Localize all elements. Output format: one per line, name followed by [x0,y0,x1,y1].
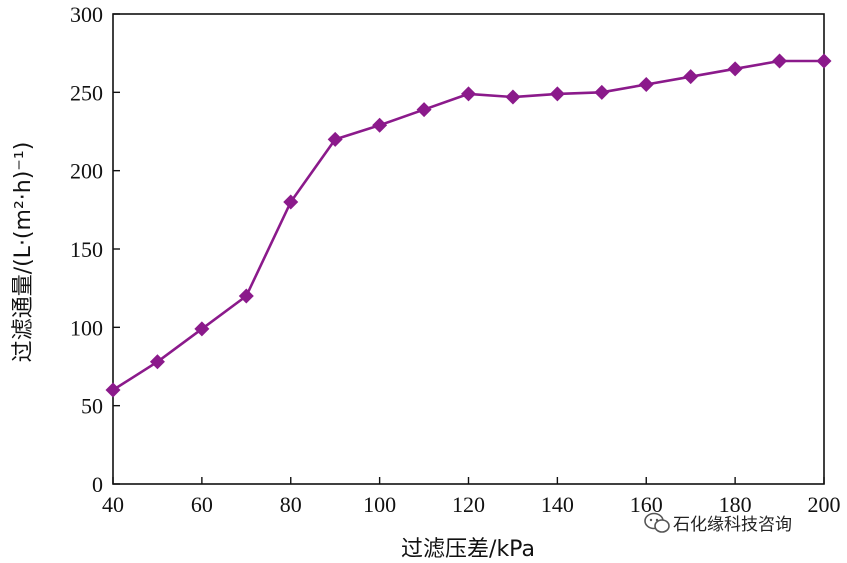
x-tick-label: 100 [363,492,396,517]
data-point-marker [194,321,210,337]
data-point-marker [816,53,832,69]
data-point-marker [772,53,788,69]
x-tick-label: 160 [630,492,663,517]
y-tick-label: 200 [70,159,103,184]
plot-area [112,13,825,485]
data-point-marker [683,69,699,85]
data-series [105,53,832,398]
watermark-text: 石化缘科技咨询 [673,515,792,535]
data-point-marker [638,77,654,92]
series-line [112,59,824,392]
data-point-marker [238,288,254,304]
data-point-marker [594,84,610,100]
x-tick-label: 200 [808,492,841,517]
wechat-icon [644,512,670,533]
data-point-marker [549,86,565,102]
data-point-marker [461,86,476,102]
data-point-marker [372,117,388,133]
data-point-marker [727,61,743,77]
y-tick-label: 300 [70,2,103,27]
data-point-marker [327,131,343,147]
y-tick-label: 150 [70,237,103,262]
data-point-marker [149,354,165,370]
x-tick-label: 80 [280,492,302,517]
x-tick-label: 120 [452,492,485,517]
x-tick-label: 40 [102,492,124,517]
data-point-marker [283,194,299,210]
x-tick-label: 180 [719,492,752,517]
x-tick-label: 140 [541,492,574,517]
data-point-marker [416,102,432,118]
y-tick-label: 50 [81,394,103,419]
x-tick-label: 60 [191,492,213,517]
axis-ticks: 40 60 80 100 120 140 160 180 200 0 50 100 150 200 250 3… [70,2,841,517]
x-axis-title: 过滤压差/kPa [401,537,535,562]
data-point-marker [105,382,121,398]
data-point-marker [505,89,521,105]
watermark: 石化缘科技咨询 [644,512,792,535]
y-tick-label: 250 [70,80,103,105]
y-tick-label: 0 [92,472,103,497]
plot-frame [112,13,825,485]
y-axis-title: 过滤通量/(L·(m²·h)⁻¹) [11,142,36,363]
y-tick-label: 100 [70,315,103,340]
